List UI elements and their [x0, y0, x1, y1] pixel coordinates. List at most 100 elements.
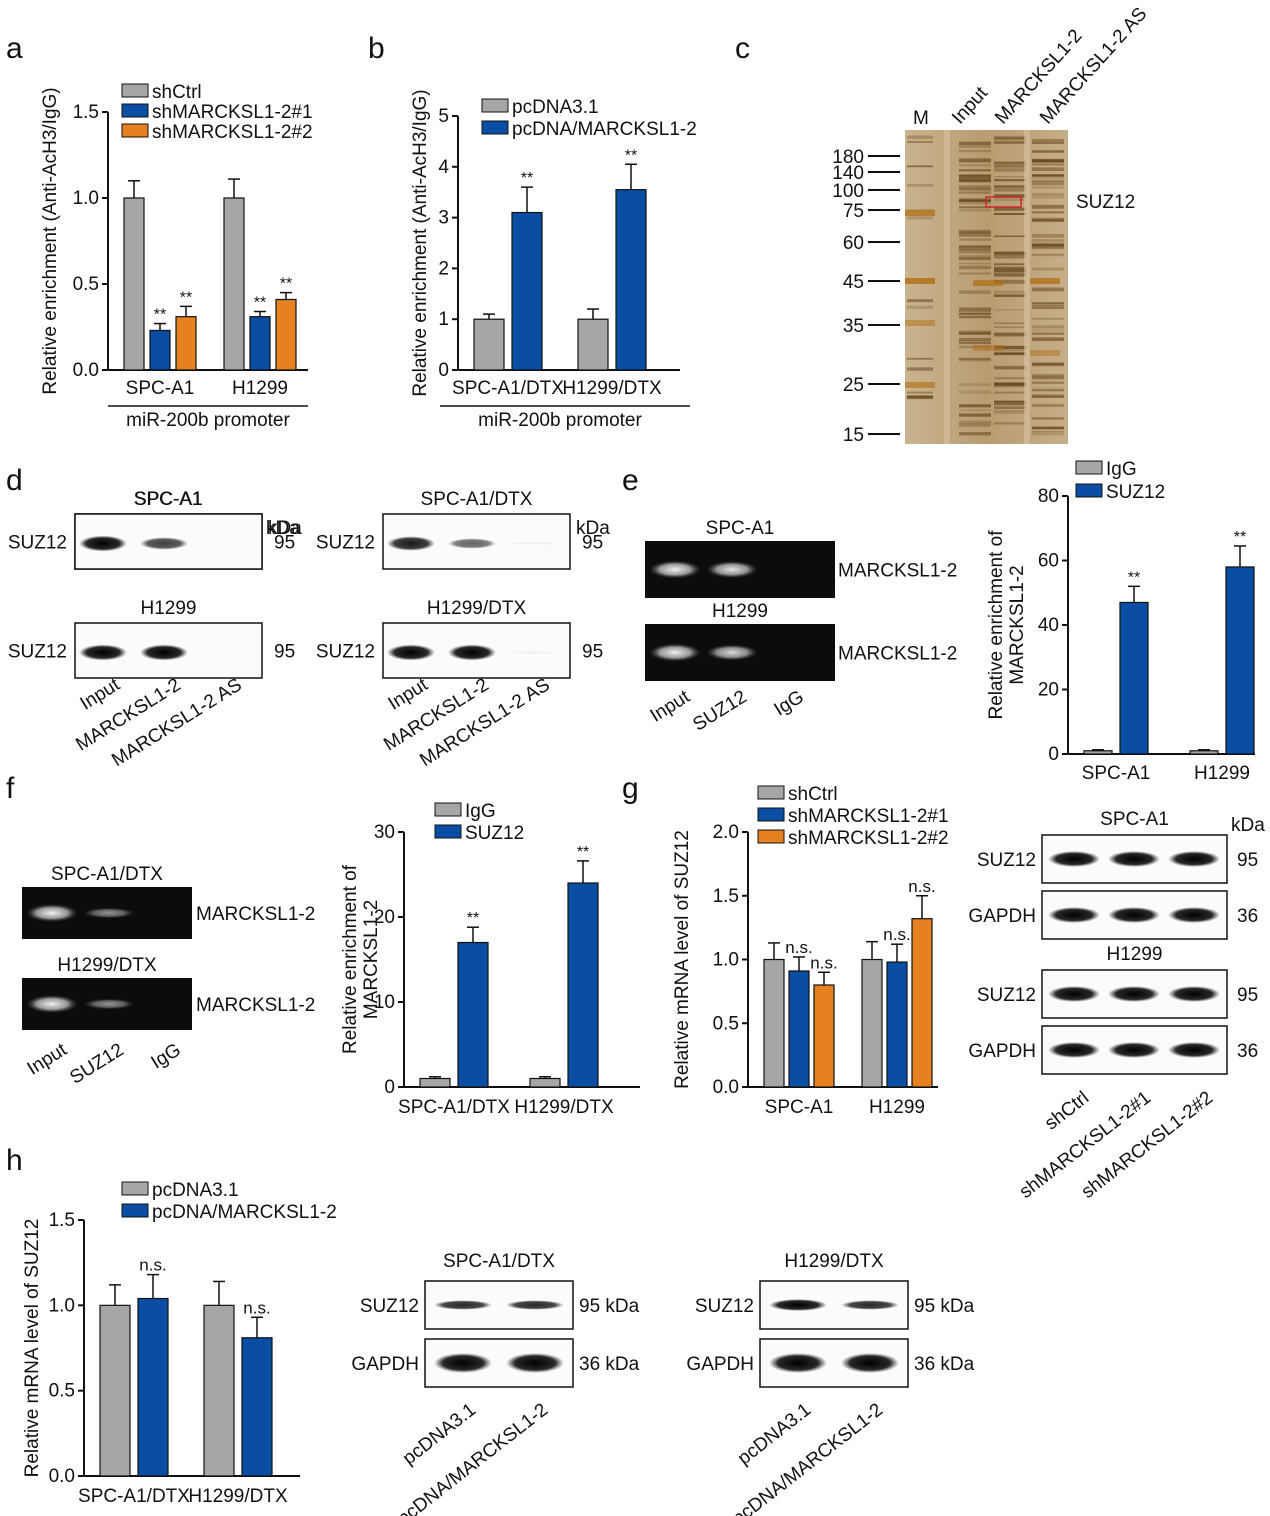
band — [448, 538, 496, 549]
marker-size-label: 35 — [843, 316, 864, 337]
y-tick-label: 0 — [384, 1077, 395, 1098]
legend-swatch — [434, 802, 462, 817]
legend-label: shMARCKSL1-2#1 — [152, 102, 313, 123]
band — [79, 535, 127, 552]
gel-band — [706, 644, 758, 661]
gel-band — [1032, 403, 1064, 408]
row-label: SUZ12 — [977, 850, 1036, 871]
blot-title: H1299/DTX — [784, 1251, 884, 1272]
bar — [1189, 750, 1219, 755]
lane-label: IgG — [771, 686, 808, 720]
marker-size-label: 15 — [843, 425, 864, 446]
gel-band — [994, 235, 1026, 238]
gel-band — [1032, 204, 1064, 209]
legend-swatch — [757, 829, 785, 844]
bar — [123, 197, 145, 371]
gel-band — [1032, 245, 1064, 250]
gel-band-strong — [1030, 350, 1060, 356]
gel-band — [994, 279, 1026, 284]
kda-label: kDa — [576, 518, 610, 539]
significance-label: ** — [577, 844, 589, 861]
gel-band — [994, 348, 1026, 352]
y-tick-label: 4 — [438, 157, 449, 178]
significance-label: n.s. — [243, 1298, 270, 1317]
marker-size-label: 60 — [843, 233, 864, 254]
legend-swatch — [481, 98, 509, 113]
category-label: SPC-A1 — [1082, 763, 1151, 784]
band — [1108, 1042, 1160, 1058]
gel-band — [959, 315, 991, 319]
legend-swatch — [481, 120, 509, 135]
gel-band-strong — [905, 278, 935, 284]
blot-title: SPC-A1/DTX — [443, 1251, 555, 1272]
legend-label: IgG — [465, 801, 496, 822]
gel-band — [994, 406, 1026, 410]
gel-band — [1032, 177, 1064, 180]
y-axis-label: MARCKSL1-2 — [361, 900, 382, 1019]
gel-band — [959, 158, 991, 160]
legend-swatch — [121, 1181, 149, 1196]
bar — [511, 211, 543, 371]
lane-label: Input — [24, 1039, 72, 1080]
legend-swatch — [121, 123, 149, 138]
gel-band — [994, 422, 1026, 425]
gel-band — [959, 272, 991, 275]
band — [506, 1300, 564, 1310]
gel-band — [1032, 181, 1064, 186]
gel-band — [1032, 304, 1064, 307]
gel-band — [994, 410, 1026, 415]
gel-band — [994, 352, 1026, 356]
bar — [275, 298, 297, 371]
gel-band — [959, 404, 991, 408]
group-label-a: miR-200b promoter — [126, 410, 290, 431]
y-tick-label: 0.5 — [713, 1013, 739, 1034]
legend-swatch — [121, 83, 149, 98]
legend-label: IgG — [1106, 459, 1137, 480]
band — [509, 542, 557, 545]
kda-label: kDa — [266, 518, 300, 539]
bar — [567, 882, 599, 1088]
bar — [473, 318, 505, 371]
bar-chart-b: 0 1 2 3 4 5 Relative enrichment (Anti-AcH3/IgG… — [410, 89, 697, 399]
gel-band — [959, 247, 991, 251]
gel-band — [907, 165, 933, 168]
lane-label: shCtrl — [1041, 1087, 1093, 1134]
size-label: 95 — [582, 533, 603, 554]
gel-band — [1032, 192, 1064, 197]
gel-band — [907, 395, 933, 400]
gel-band — [959, 341, 991, 345]
gel-band — [959, 265, 991, 270]
gel-side-label: MARCKSL1-2 — [196, 904, 315, 925]
gel-band — [1032, 332, 1064, 335]
significance-label: ** — [1128, 569, 1140, 586]
gel-band-strong — [905, 382, 935, 388]
y-tick-label: 30 — [374, 822, 395, 843]
blot-title: H1299/DTX — [427, 598, 527, 619]
bar — [457, 941, 489, 1088]
legend-label: shMARCKSL1-2#2 — [788, 828, 949, 849]
band — [1168, 1042, 1220, 1058]
y-tick-label: 1.5 — [73, 102, 99, 123]
gel-band — [1032, 376, 1064, 380]
band — [448, 644, 496, 661]
blot-title: H1299 — [141, 598, 197, 619]
gel-band — [959, 390, 991, 394]
gel-band — [959, 409, 991, 412]
gel-band — [1032, 404, 1064, 407]
y-tick-label: 10 — [374, 992, 395, 1013]
gel-band — [907, 305, 933, 310]
gel-band — [959, 256, 991, 261]
bar — [763, 958, 785, 1088]
gel-band — [959, 245, 991, 248]
gel-band — [649, 560, 701, 579]
size-label: 95 — [274, 533, 295, 554]
y-tick-label: 60 — [1038, 551, 1059, 572]
gel-band — [1032, 394, 1064, 398]
gel-band — [994, 188, 1026, 192]
gel-band — [994, 331, 1026, 334]
gel-band-strong — [905, 320, 935, 326]
bar-chart-e: 0 20 40 60 80 Relative enrichment of MARCKSL1-… — [986, 459, 1255, 784]
silver-gel-background — [905, 130, 1068, 444]
gel-band — [994, 391, 1026, 394]
gel-band — [1032, 218, 1064, 222]
